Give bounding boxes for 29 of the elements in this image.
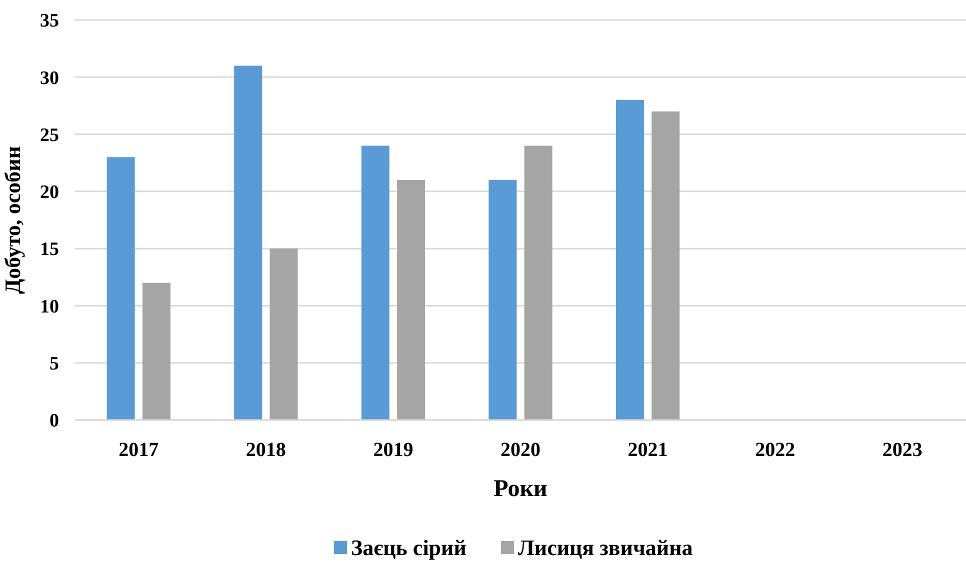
bar bbox=[652, 111, 680, 420]
bar bbox=[488, 180, 517, 420]
y-tick-label: 35 bbox=[40, 10, 59, 32]
x-tick-label: 2021 bbox=[628, 439, 668, 461]
y-tick-label: 30 bbox=[40, 68, 59, 89]
bar bbox=[270, 248, 298, 420]
bar bbox=[142, 282, 170, 420]
y-tick-label: 0 bbox=[50, 410, 59, 432]
bar bbox=[106, 157, 135, 420]
x-tick-label: 2019 bbox=[373, 439, 414, 461]
x-tick-label: 2023 bbox=[882, 439, 922, 461]
x-tick-label: 2022 bbox=[755, 439, 796, 461]
x-tick-label: 2017 bbox=[118, 439, 159, 461]
bar bbox=[234, 66, 262, 420]
x-tick-label: 2018 bbox=[246, 439, 286, 461]
bar bbox=[361, 146, 390, 420]
y-tick-label: 15 bbox=[40, 239, 59, 260]
y-tick-label: 10 bbox=[40, 296, 59, 318]
legend-label: Заєць сірий bbox=[351, 535, 467, 560]
bar bbox=[397, 180, 426, 420]
x-axis-title: Роки bbox=[494, 476, 548, 502]
bar bbox=[616, 100, 644, 420]
y-tick-label: 20 bbox=[40, 182, 59, 204]
y-tick-label: 5 bbox=[50, 354, 59, 375]
bar bbox=[524, 146, 552, 420]
x-tick-label: 2020 bbox=[500, 439, 540, 461]
legend-label: Лисиця звичайна bbox=[518, 535, 693, 560]
y-tick-label: 25 bbox=[40, 124, 59, 146]
y-axis-title: Добуто, особин bbox=[0, 146, 25, 294]
